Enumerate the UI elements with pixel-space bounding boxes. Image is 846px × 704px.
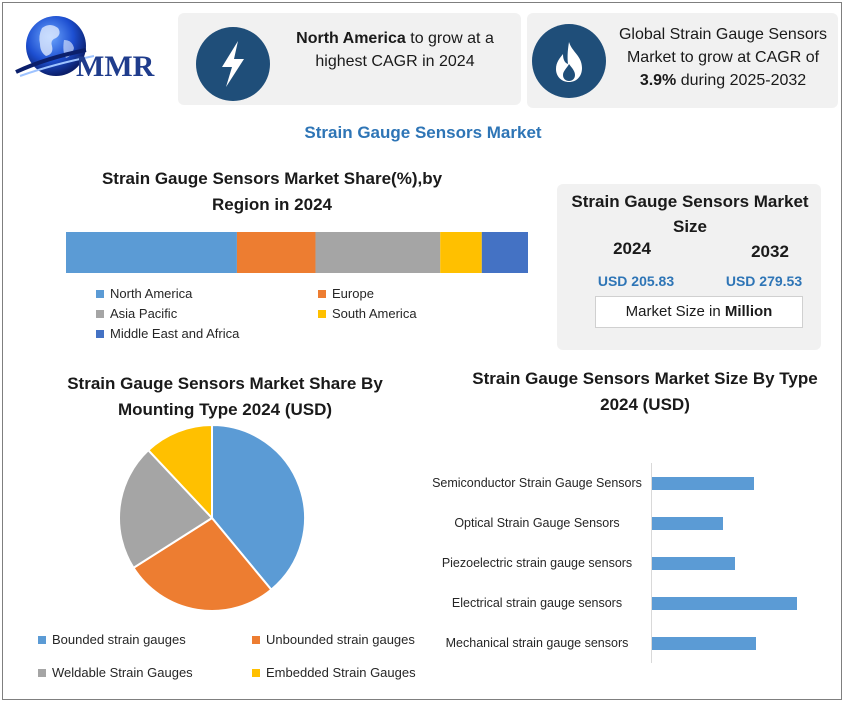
highlight-text-1: North America to grow at a highest CAGR … bbox=[282, 27, 508, 73]
legend-swatch bbox=[318, 309, 326, 318]
region-chart-title: Strain Gauge Sensors Market Share(%),by … bbox=[101, 169, 443, 214]
legend-swatch bbox=[96, 329, 104, 338]
year-2032-label: 2032 bbox=[751, 242, 789, 261]
legend-item-weldable-strain-gauges: Weldable Strain Gauges bbox=[38, 665, 193, 680]
region-segment-asia-pacific bbox=[315, 232, 441, 273]
legend-swatch bbox=[252, 668, 260, 677]
unit-bold: Million bbox=[724, 303, 773, 320]
legend-item-middle-east-and-africa: Middle East and Africa bbox=[96, 326, 239, 341]
legend-item-embedded-strain-gauges: Embedded Strain Gauges bbox=[252, 665, 416, 680]
type-bar-semiconductor-strain-gauge-sensors bbox=[652, 477, 754, 490]
mounting-pie-chart bbox=[118, 423, 306, 612]
region-segment-middle-east-and-africa bbox=[481, 232, 528, 273]
region-segment-north-america bbox=[66, 232, 237, 273]
pie-slice-bounded-strain-gauges bbox=[211, 423, 306, 592]
type-chart-axis bbox=[651, 463, 652, 663]
pie-slice-embedded-strain-gauges bbox=[146, 423, 213, 521]
market-size-title: Strain Gauge Sensors Market Size bbox=[571, 192, 809, 236]
legend-label: Middle East and Africa bbox=[110, 326, 240, 341]
type-bar-label: Semiconductor Strain Gauge Sensors bbox=[432, 476, 642, 490]
highlight-rest-1: to grow at a highest CAGR in 2024 bbox=[315, 30, 494, 70]
legend-item-unbounded-strain-gauges: Unbounded strain gauges bbox=[252, 632, 415, 647]
type-chart-title: Strain Gauge Sensors Market Size By Type… bbox=[472, 369, 818, 414]
region-segment-south-america bbox=[440, 232, 482, 273]
legend-label: Unbounded strain gauges bbox=[266, 632, 415, 647]
globe-icon bbox=[15, 16, 95, 77]
type-bar-piezoelectric-strain-gauge-sensors bbox=[652, 557, 735, 570]
type-bar-electrical-strain-gauge-sensors bbox=[652, 597, 797, 610]
legend-label: Weldable Strain Gauges bbox=[52, 665, 193, 680]
legend-item-south-america: South America bbox=[318, 306, 417, 321]
legend-label: South America bbox=[332, 306, 417, 321]
market-size-unit-box: Market Size in Million bbox=[595, 296, 803, 328]
pie-slice-weldable-strain-gauges bbox=[118, 448, 214, 570]
pie-slice-unbounded-strain-gauges bbox=[132, 516, 273, 612]
market-size-card: Strain Gauge Sensors Market Size 2024 20… bbox=[557, 184, 821, 350]
legend-swatch bbox=[96, 289, 104, 298]
legend-swatch bbox=[318, 289, 326, 298]
type-bar-label: Mechanical strain gauge sensors bbox=[445, 636, 629, 650]
type-bar-label: Piezoelectric strain gauge sensors bbox=[441, 556, 633, 570]
legend-label: North America bbox=[110, 286, 193, 301]
highlight-bold-1: North America bbox=[296, 30, 406, 47]
flame-icon bbox=[556, 42, 582, 82]
value-2032: USD 279.53 bbox=[725, 273, 803, 289]
flame-icon-circle bbox=[532, 24, 606, 98]
unit-prefix: Market Size in bbox=[625, 303, 725, 320]
highlight-bold-2: 3.9% bbox=[639, 72, 677, 89]
mounting-chart-title: Strain Gauge Sensors Market Share By Mou… bbox=[67, 374, 383, 419]
mmr-logo: MMR bbox=[12, 10, 162, 90]
value-2024: USD 205.83 bbox=[597, 273, 675, 289]
legend-item-north-america: North America bbox=[96, 286, 192, 301]
legend-label: Europe bbox=[332, 286, 374, 301]
legend-swatch bbox=[38, 668, 46, 677]
legend-item-europe: Europe bbox=[318, 286, 374, 301]
lightning-bolt-icon-circle bbox=[196, 27, 270, 101]
type-bar-label: Electrical strain gauge sensors bbox=[451, 596, 623, 610]
lightning-bolt-icon bbox=[222, 41, 244, 87]
highlight-card-north-america: North America to grow at a highest CAGR … bbox=[178, 13, 521, 105]
type-bar-label: Optical Strain Gauge Sensors bbox=[454, 516, 620, 530]
type-bar-optical-strain-gauge-sensors bbox=[652, 517, 724, 530]
legend-label: Embedded Strain Gauges bbox=[266, 665, 416, 680]
legend-label: Asia Pacific bbox=[110, 306, 178, 321]
page-title: Strain Gauge Sensors Market bbox=[304, 123, 542, 142]
region-segment-europe bbox=[236, 232, 316, 273]
legend-item-bounded-strain-gauges: Bounded strain gauges bbox=[38, 632, 186, 647]
year-2024-label: 2024 bbox=[613, 239, 651, 258]
highlight-after-2: during 2025-2032 bbox=[676, 72, 807, 89]
legend-item-asia-pacific: Asia Pacific bbox=[96, 306, 177, 321]
legend-swatch bbox=[38, 635, 46, 644]
legend-swatch bbox=[252, 635, 260, 644]
region-stacked-bar bbox=[66, 232, 528, 273]
highlight-text-2: Global Strain Gauge Sensors Market to gr… bbox=[613, 23, 833, 92]
legend-label: Bounded strain gauges bbox=[52, 632, 186, 647]
highlight-rest-2: Global Strain Gauge Sensors Market to gr… bbox=[618, 26, 828, 66]
legend-swatch bbox=[96, 309, 104, 318]
logo-text: MMR bbox=[76, 50, 155, 83]
highlight-card-cagr: Global Strain Gauge Sensors Market to gr… bbox=[527, 13, 838, 108]
type-bar-mechanical-strain-gauge-sensors bbox=[652, 637, 757, 650]
